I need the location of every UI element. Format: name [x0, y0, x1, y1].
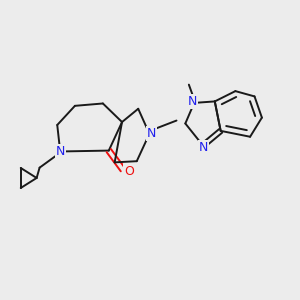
Text: N: N	[188, 95, 197, 108]
Text: N: N	[147, 127, 157, 140]
Text: O: O	[124, 165, 134, 178]
Text: N: N	[199, 141, 208, 154]
Text: N: N	[56, 145, 65, 158]
